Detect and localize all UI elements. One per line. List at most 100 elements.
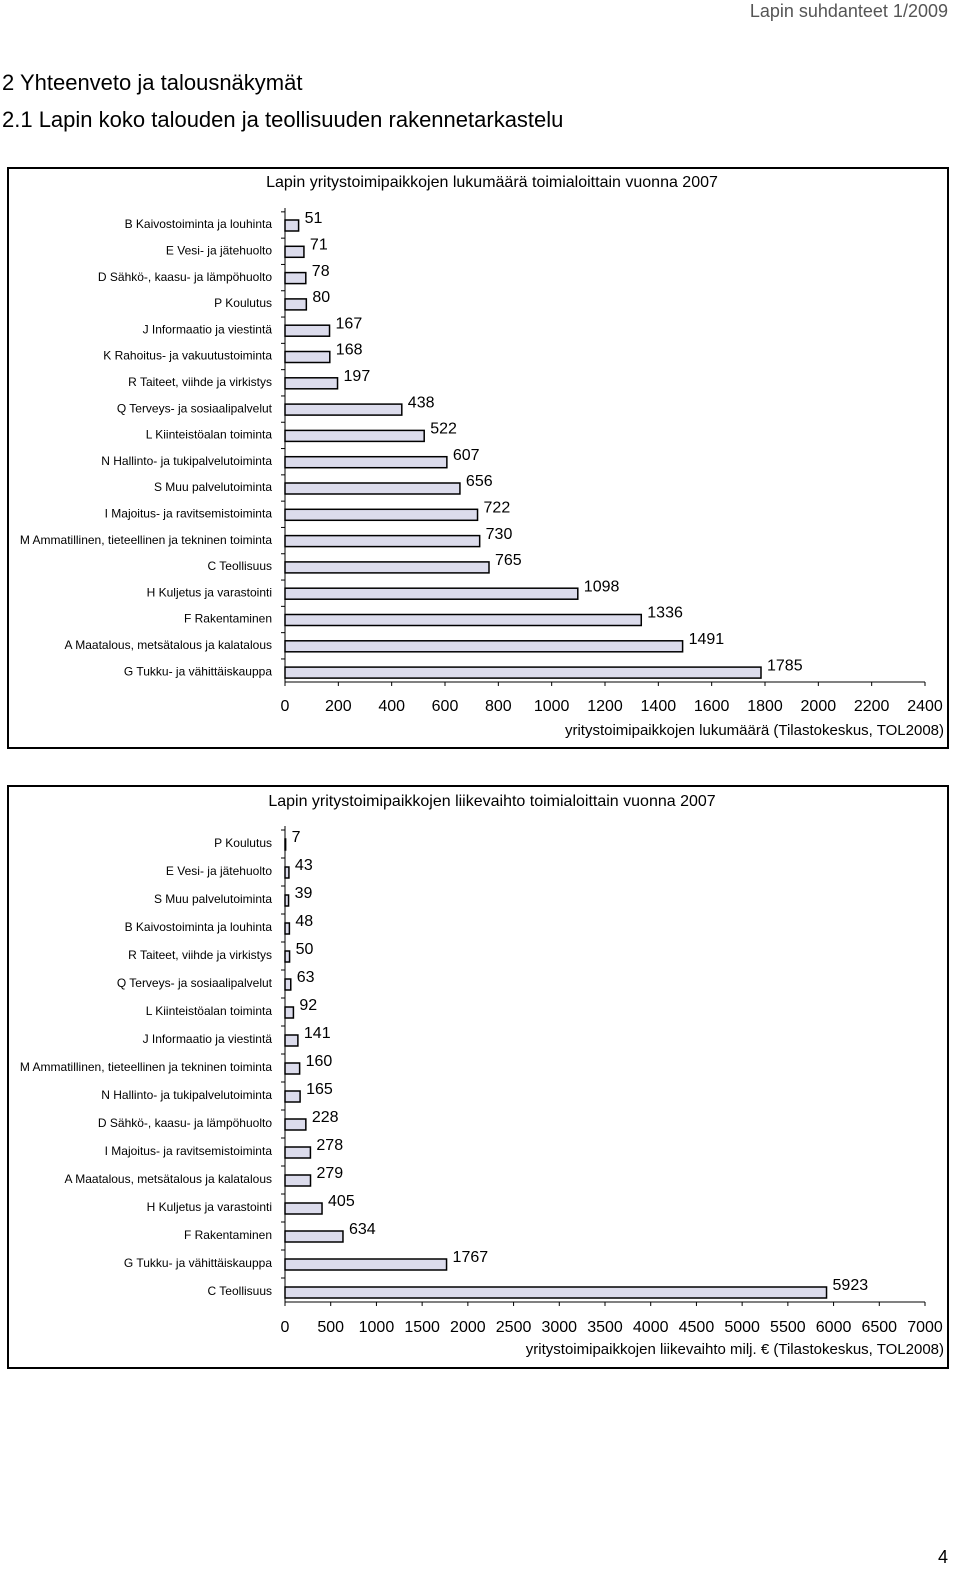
bar [284, 534, 481, 548]
category-label: D Sähkö-, kaasu- ja lämpöhuolto [98, 270, 272, 284]
category-label: C Teollisuus [208, 559, 272, 573]
x-tick-label: 5500 [770, 1319, 806, 1336]
chart-title: Lapin yritystoimipaikkojen liikevaihto t… [268, 793, 715, 810]
category-label: M Ammatillinen, tieteellinen ja tekninen… [20, 533, 272, 547]
category-label: P Koulutus [214, 296, 272, 310]
value-label: 168 [336, 342, 363, 359]
x-tick-label: 3500 [587, 1319, 623, 1336]
chart-title: Lapin yritystoimipaikkojen lukumäärä toi… [266, 174, 718, 191]
x-tick-label: 4500 [679, 1319, 715, 1336]
value-label: 634 [349, 1221, 376, 1238]
bar [284, 950, 291, 963]
category-label: G Tukku- ja vähittäiskauppa [124, 1256, 272, 1270]
value-label: 48 [295, 913, 313, 930]
value-label: 78 [312, 263, 330, 280]
page-number: 4 [938, 1547, 948, 1567]
x-tick-label: 500 [317, 1319, 344, 1336]
category-label: R Taiteet, viihde ja virkistys [128, 375, 272, 389]
bar [284, 561, 490, 574]
value-label: 80 [312, 289, 330, 306]
category-label: I Majoitus- ja ravitsemistoiminta [105, 506, 273, 520]
value-label: 160 [306, 1053, 333, 1070]
bar [284, 978, 292, 991]
bar [284, 1090, 301, 1103]
x-tick-label: 1600 [694, 698, 730, 715]
bar [284, 1258, 448, 1271]
heading: 2 Yhteenveto ja talousnäkymät [2, 70, 302, 95]
category-label: I Majoitus- ja ravitsemistoiminta [105, 1144, 273, 1158]
category-label: Q Terveys- ja sosiaalipalvelut [117, 401, 273, 415]
value-label: 1785 [767, 657, 803, 674]
bar [284, 838, 287, 851]
category-label: R Taiteet, viihde ja virkistys [128, 948, 272, 962]
category-label: N Hallinto- ja tukipalvelutoiminta [101, 1088, 272, 1102]
heading: 2.1 Lapin koko talouden ja teollisuuden … [2, 107, 563, 132]
x-tick-label: 5000 [724, 1319, 760, 1336]
category-label: Q Terveys- ja sosiaalipalvelut [117, 976, 273, 990]
category-label: N Hallinto- ja tukipalvelutoiminta [101, 454, 272, 468]
value-label: 141 [304, 1025, 331, 1042]
bar [284, 350, 331, 364]
x-tick-label: 4000 [633, 1319, 669, 1336]
value-label: 92 [299, 997, 317, 1014]
bar [284, 922, 291, 935]
value-label: 438 [408, 394, 435, 411]
category-label: B Kaivostoiminta ja louhinta [125, 217, 273, 231]
category-label: J Informaatio ja viestintä [143, 322, 273, 336]
value-label: 1491 [689, 631, 725, 648]
bar [284, 377, 339, 390]
value-label: 278 [316, 1137, 343, 1154]
bar [284, 1202, 323, 1215]
category-label: H Kuljetus ja varastointi [147, 585, 272, 599]
bar [284, 613, 643, 627]
value-label: 228 [312, 1109, 339, 1126]
category-label: L Kiinteistöalan toiminta [146, 428, 273, 442]
chart-frame [7, 785, 949, 1369]
category-label: P Koulutus [214, 836, 272, 850]
category-label: A Maatalous, metsätalous ja kalatalous [65, 1172, 272, 1186]
category-label: K Rahoitus- ja vakuutustoiminta [103, 349, 272, 363]
category-label: J Informaatio ja viestintä [143, 1032, 273, 1046]
category-label: D Sähkö-, kaasu- ja lämpöhuolto [98, 1116, 272, 1130]
value-label: 165 [306, 1081, 333, 1098]
bar [284, 508, 479, 522]
bar [284, 640, 684, 653]
bar [284, 1062, 301, 1075]
value-label: 43 [295, 857, 313, 874]
value-label: 50 [296, 941, 314, 958]
bar [284, 666, 762, 679]
value-label: 71 [310, 237, 328, 254]
category-label: L Kiinteistöalan toiminta [146, 1004, 273, 1018]
category-label: F Rakentaminen [184, 612, 272, 626]
bar [284, 1286, 828, 1299]
x-tick-label: 200 [325, 698, 352, 715]
bar [284, 1118, 307, 1131]
x-tick-label: 7000 [907, 1319, 943, 1336]
bar [284, 866, 290, 879]
x-tick-label: 2200 [854, 698, 890, 715]
x-tick-label: 1000 [359, 1319, 395, 1336]
value-label: 7 [292, 829, 301, 846]
category-label: F Rakentaminen [184, 1228, 272, 1242]
x-tick-label: 400 [378, 698, 405, 715]
category-label: B Kaivostoiminta ja louhinta [125, 920, 273, 934]
x-tick-label: 6000 [816, 1319, 852, 1336]
value-label: 1098 [584, 578, 620, 595]
bar [284, 219, 300, 232]
x-tick-label: 2000 [450, 1319, 486, 1336]
value-label: 607 [453, 447, 480, 464]
running-header: Lapin suhdanteet 1/2009 [750, 1, 948, 21]
x-tick-label: 0 [281, 1319, 290, 1336]
bar [284, 587, 579, 600]
value-label: 39 [295, 885, 313, 902]
x-tick-label: 600 [432, 698, 459, 715]
bar [284, 271, 307, 285]
value-label: 5923 [833, 1277, 869, 1294]
bar [284, 1146, 312, 1159]
category-label: M Ammatillinen, tieteellinen ja tekninen… [20, 1060, 272, 1074]
category-label: G Tukku- ja vähittäiskauppa [124, 664, 272, 678]
value-label: 405 [328, 1193, 355, 1210]
bar [284, 1006, 295, 1019]
